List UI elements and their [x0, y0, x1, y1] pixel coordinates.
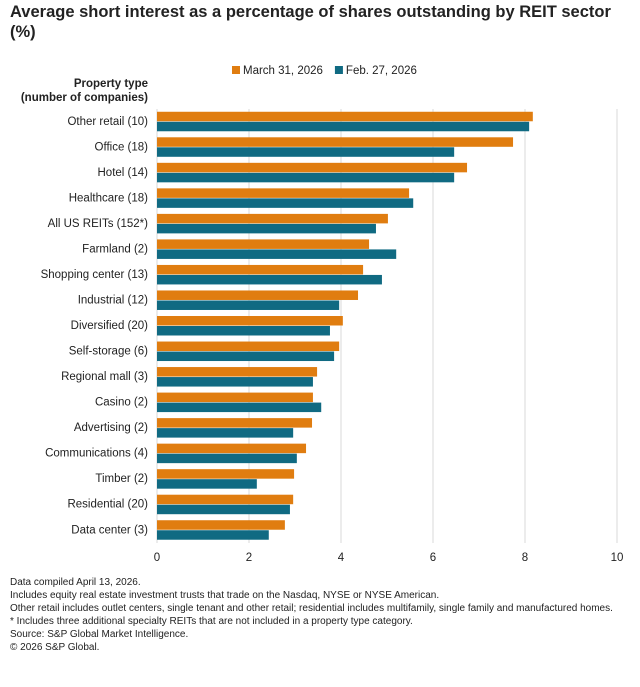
- y-tick-label: Office (18): [95, 141, 149, 153]
- y-tick-label: Other retail (10): [67, 116, 148, 128]
- bar: [157, 172, 455, 183]
- bar: [157, 213, 388, 224]
- y-tick-label: Casino (2): [95, 397, 148, 409]
- chart: Average short interest as a percentage o…: [10, 3, 624, 564]
- y-tick-label: Regional mall (3): [61, 371, 148, 383]
- y-tick-label: All US REITs (152*): [48, 218, 149, 230]
- bar: [157, 392, 313, 403]
- bar: [157, 249, 397, 259]
- notes: Data compiled April 13, 2026. Includes eq…: [10, 576, 620, 654]
- y-tick-label: Data center (3): [71, 524, 148, 536]
- y-tick-label: Residential (20): [67, 499, 148, 511]
- bar: [157, 300, 340, 310]
- bar: [157, 274, 382, 285]
- y-tick-label: Farmland (2): [82, 243, 148, 255]
- bar: [157, 504, 290, 515]
- bar: [157, 326, 330, 336]
- bar: [157, 520, 285, 530]
- bar: [157, 147, 455, 157]
- bar: [157, 223, 376, 234]
- title-box: Average short interest as a percentage o…: [10, 3, 611, 41]
- y-axis-label: (number of companies): [21, 92, 148, 104]
- y-tick-label: Diversified (20): [71, 320, 148, 332]
- legend-label: Feb. 27, 2026: [346, 65, 417, 77]
- bar: [157, 494, 294, 505]
- bar: [157, 198, 414, 208]
- note: Source: S&P Global Market Intelligence.: [10, 629, 189, 640]
- bar: [157, 111, 533, 122]
- bar: [157, 469, 295, 479]
- bar: [157, 137, 514, 147]
- y-tick-label: Communications (4): [45, 448, 148, 460]
- note: Data compiled April 13, 2026.: [10, 577, 141, 588]
- bar: [157, 367, 318, 377]
- legend-swatch: [232, 66, 240, 74]
- note: * Includes three additional specialty RE…: [10, 616, 413, 627]
- bar: [157, 239, 370, 249]
- bar: [157, 428, 294, 438]
- y-tick-label: Advertising (2): [74, 422, 148, 434]
- x-tick-label: 10: [611, 552, 624, 564]
- bar: [157, 188, 410, 198]
- bar: [157, 316, 343, 326]
- x-tick-label: 4: [338, 552, 345, 564]
- x-tick-label: 8: [522, 552, 528, 564]
- bar: [157, 162, 468, 173]
- bar: [157, 479, 257, 489]
- y-axis-label: Property type: [74, 78, 148, 90]
- y-tick-label: Industrial (12): [78, 295, 148, 307]
- y-tick-label: Self-storage (6): [69, 346, 148, 358]
- legend-swatch: [334, 66, 343, 74]
- note: © 2026 S&P Global.: [10, 642, 100, 653]
- bar: [157, 264, 364, 275]
- bar: [157, 377, 313, 387]
- y-tick-label: Timber (2): [95, 473, 148, 485]
- bar: [157, 443, 307, 454]
- bar: [157, 530, 269, 540]
- chart-title: Average short interest as a percentage o…: [10, 3, 611, 41]
- bar: [157, 402, 322, 413]
- x-tick-label: 0: [154, 552, 160, 564]
- bar: [157, 418, 313, 428]
- x-tick-label: 6: [430, 552, 436, 564]
- bar: [157, 121, 530, 132]
- bar: [157, 351, 335, 362]
- note: Other retail includes outlet centers, si…: [10, 603, 613, 614]
- bar: [157, 341, 340, 352]
- bar: [157, 453, 297, 464]
- legend-label: March 31, 2026: [243, 65, 323, 77]
- note: Includes equity real estate investment t…: [10, 590, 440, 601]
- y-tick-label: Shopping center (13): [41, 269, 149, 281]
- y-tick-label: Healthcare (18): [69, 192, 148, 204]
- y-tick-label: Hotel (14): [98, 167, 149, 179]
- x-tick-label: 2: [246, 552, 252, 564]
- bar: [157, 290, 359, 300]
